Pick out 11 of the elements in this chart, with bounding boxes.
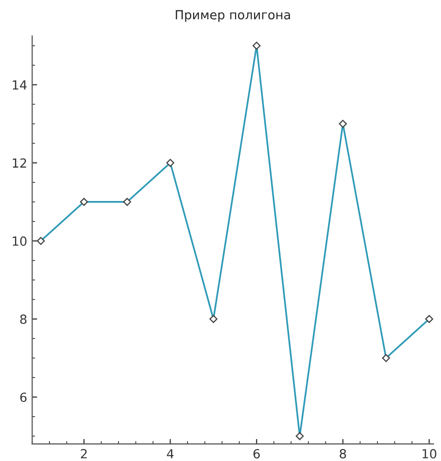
y-tick-label: 8 bbox=[20, 314, 26, 324]
chart-title: Пример полигона bbox=[176, 10, 290, 22]
y-tick-label: 10 bbox=[12, 236, 26, 246]
y-tick-label: 12 bbox=[12, 158, 26, 168]
x-tick-label: 4 bbox=[166, 449, 174, 458]
x-tick-label: 10 bbox=[422, 449, 436, 458]
x-tick-label: 2 bbox=[80, 449, 87, 458]
y-tick-label: 6 bbox=[20, 392, 27, 402]
x-tick-label: 6 bbox=[253, 449, 260, 458]
x-tick-label: 8 bbox=[340, 449, 346, 458]
y-tick-label: 14 bbox=[12, 80, 27, 90]
